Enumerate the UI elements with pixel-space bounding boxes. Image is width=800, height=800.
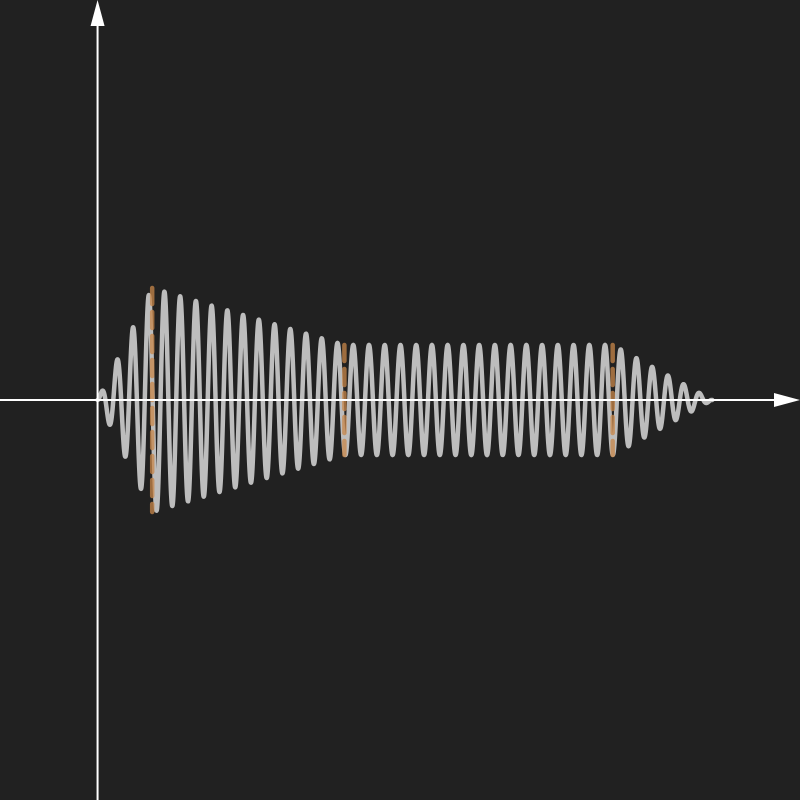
x-axis-arrow [774, 393, 800, 407]
waveform-series-line [95, 289, 715, 513]
y-axis-arrow [90, 0, 105, 26]
